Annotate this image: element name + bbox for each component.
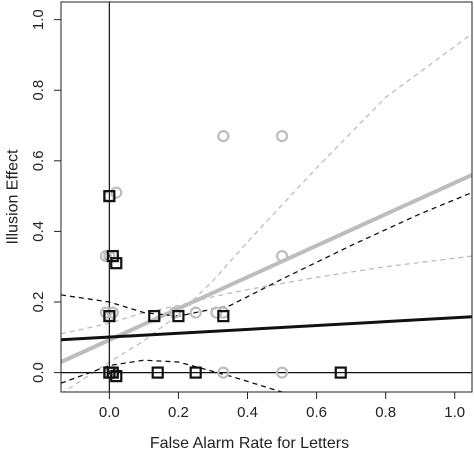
circle-point-9 <box>110 186 123 199</box>
circle-point-11 <box>189 306 202 319</box>
x-tick-label: 0.4 <box>237 404 258 421</box>
square-point-5 <box>106 250 119 263</box>
square-point-1 <box>106 366 119 379</box>
circle-point-17 <box>275 250 289 263</box>
x-tick-label: 0.8 <box>375 404 396 421</box>
x-axis-label: False Alarm Rate for Letters <box>150 435 349 452</box>
square-point-11 <box>189 366 202 379</box>
square-point-7 <box>148 310 161 323</box>
square-point-10 <box>151 366 164 379</box>
square-point-6 <box>110 257 123 270</box>
x-tick-label: 0.6 <box>306 404 327 421</box>
circle-point-13 <box>217 306 230 319</box>
plot-frame <box>60 1 473 393</box>
circle-point-14 <box>217 366 230 379</box>
circle-point-5 <box>106 306 119 319</box>
y-axis-label: Illusion Effect <box>5 149 22 244</box>
y-axis: 0.0 0.2 0.4 0.6 0.8 1.0 <box>30 9 61 383</box>
y-tick-label: 1.0 <box>30 9 47 30</box>
fit-line-5 <box>61 191 472 317</box>
y-tick-label: 0.4 <box>30 221 47 242</box>
square-point-2 <box>110 370 123 383</box>
fit-line-6 <box>61 359 285 392</box>
circle-point-10 <box>168 306 182 319</box>
data-points <box>99 130 347 383</box>
square-point-9 <box>217 310 230 323</box>
square-point-8 <box>172 310 185 323</box>
fit-line-1 <box>61 173 472 364</box>
circle-point-16 <box>275 130 289 143</box>
fit-lines <box>61 33 472 392</box>
x-tick-label: 0.2 <box>168 404 189 421</box>
circle-point-18 <box>275 366 289 379</box>
y-tick-label: 0.2 <box>30 292 47 313</box>
fit-line-4 <box>61 315 472 342</box>
x-axis: 0.0 0.2 0.4 0.6 0.8 1.0 <box>99 392 465 421</box>
y-tick-label: 0.8 <box>30 80 47 101</box>
reference-lines <box>61 2 472 392</box>
circle-point-15 <box>217 130 230 143</box>
square-point-4 <box>103 190 116 203</box>
square-point-3 <box>103 310 116 323</box>
fit-line-3 <box>62 33 472 392</box>
circle-point-12 <box>210 306 223 319</box>
y-tick-label: 0.6 <box>30 150 47 171</box>
fit-line-2 <box>61 255 472 335</box>
circle-point-3 <box>99 306 112 319</box>
x-tick-label: 1.0 <box>444 404 465 421</box>
y-tick-label: 0.0 <box>30 362 47 383</box>
square-point-12 <box>334 366 347 379</box>
x-tick-label: 0.0 <box>99 404 120 421</box>
